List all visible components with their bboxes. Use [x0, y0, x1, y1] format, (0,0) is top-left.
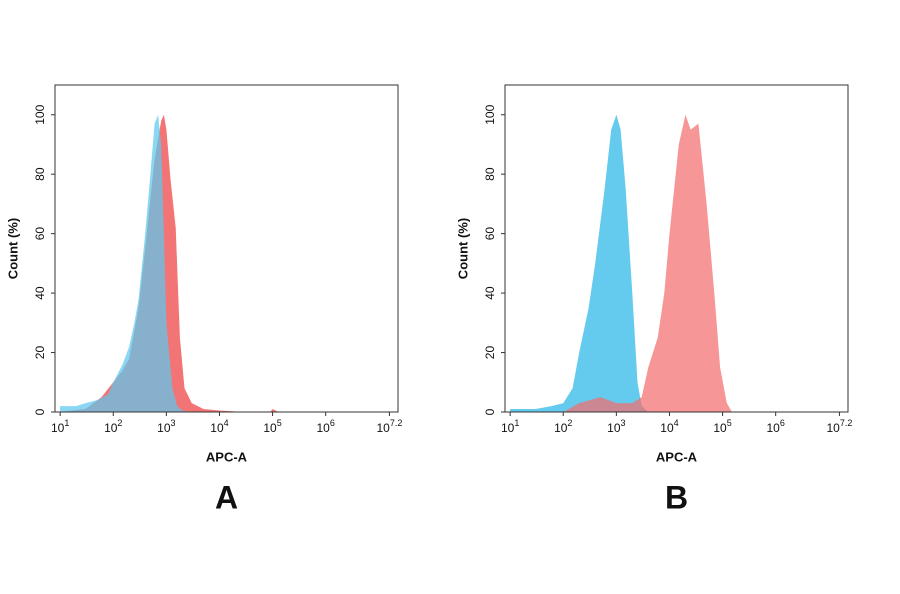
x-tick-exponent: 2 [117, 418, 122, 428]
x-tick-exponent: 6 [330, 418, 335, 428]
x-tick-label: 103 [157, 418, 175, 435]
x-tick-base: 10 [210, 421, 224, 435]
x-tick-base: 10 [376, 421, 390, 435]
x-tick-exponent: 1 [514, 418, 519, 428]
histogram-area [60, 114, 279, 412]
y-tick-label: 20 [33, 346, 47, 360]
y-tick-label: 60 [483, 227, 497, 241]
x-tick-label: 105 [713, 418, 731, 435]
x-tick-exponent: 4 [224, 418, 229, 428]
x-tick-exponent: 2 [567, 418, 572, 428]
panel-label: B [665, 479, 688, 515]
y-tick-label: 100 [483, 104, 497, 124]
x-tick-base: 10 [51, 421, 65, 435]
x-tick-exponent: 5 [727, 418, 732, 428]
y-tick-label: 80 [33, 167, 47, 181]
x-tick-base: 10 [157, 421, 171, 435]
x-tick-label: 104 [660, 418, 678, 435]
x-tick-exponent: 4 [674, 418, 679, 428]
y-tick-label: 0 [483, 408, 497, 415]
x-tick-base: 10 [263, 421, 277, 435]
plot-frame [504, 84, 849, 413]
x-axis-title: APC-A [656, 449, 698, 464]
x-tick-label: 101 [51, 418, 69, 435]
x-tick-label: 107.2 [376, 418, 402, 435]
x-tick-label: 102 [104, 418, 122, 435]
x-tick-exponent: 3 [621, 418, 626, 428]
x-tick-base: 10 [104, 421, 118, 435]
histogram-area [60, 114, 192, 412]
plot-frame [54, 84, 399, 413]
x-tick-label: 106 [316, 418, 334, 435]
x-tick-exponent: 5 [277, 418, 282, 428]
x-tick-label: 101 [501, 418, 519, 435]
x-tick-exponent: 7.2 [840, 418, 853, 428]
x-tick-base: 10 [766, 421, 780, 435]
x-tick-label: 106 [766, 418, 784, 435]
x-axis-title: APC-A [206, 449, 248, 464]
x-tick-label: 105 [263, 418, 281, 435]
y-tick-label: 20 [483, 346, 497, 360]
histogram-area [510, 114, 649, 412]
x-tick-exponent: 7.2 [390, 418, 403, 428]
x-tick-label: 103 [607, 418, 625, 435]
y-axis-title: Count (%) [5, 218, 20, 279]
x-tick-base: 10 [501, 421, 515, 435]
x-tick-exponent: 6 [780, 418, 785, 428]
x-tick-base: 10 [826, 421, 840, 435]
x-tick-base: 10 [554, 421, 568, 435]
x-tick-base: 10 [660, 421, 674, 435]
y-axis-title: Count (%) [455, 218, 470, 279]
x-tick-base: 10 [713, 421, 727, 435]
y-tick-label: 100 [33, 104, 47, 124]
histogram-area [563, 114, 732, 412]
x-tick-label: 102 [554, 418, 572, 435]
x-tick-base: 10 [316, 421, 330, 435]
x-tick-exponent: 1 [64, 418, 69, 428]
x-tick-label: 107.2 [826, 418, 852, 435]
panel-label: A [215, 479, 238, 515]
y-tick-label: 60 [33, 227, 47, 241]
y-tick-label: 80 [483, 167, 497, 181]
y-tick-label: 40 [483, 286, 497, 300]
y-tick-label: 0 [33, 408, 47, 415]
x-tick-label: 104 [210, 418, 228, 435]
x-tick-exponent: 3 [171, 418, 176, 428]
y-tick-label: 40 [33, 286, 47, 300]
x-tick-base: 10 [607, 421, 621, 435]
